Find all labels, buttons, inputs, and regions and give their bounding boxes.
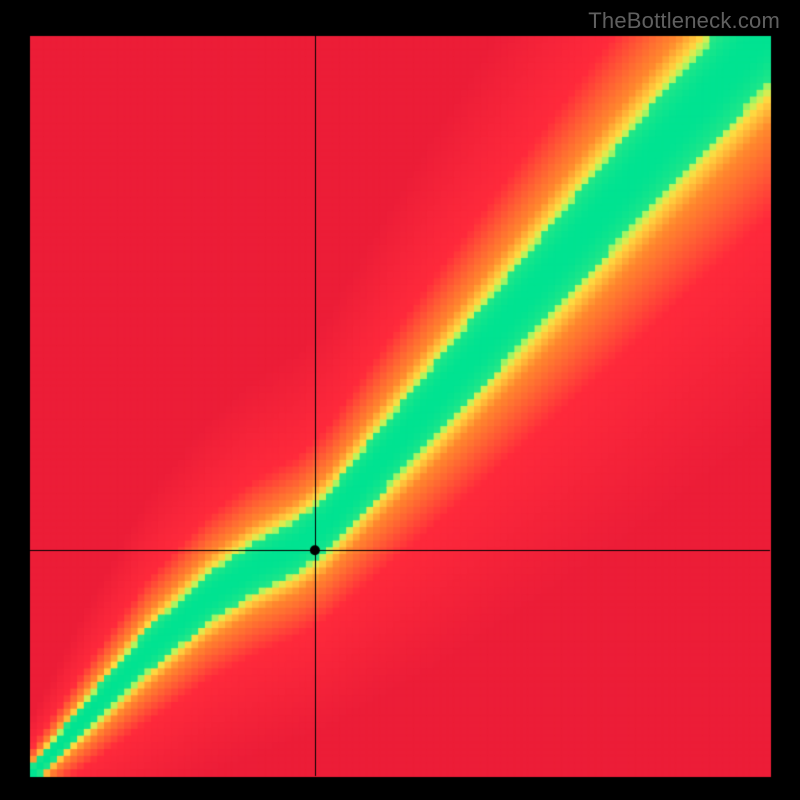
bottleneck-heatmap: [0, 0, 800, 800]
watermark-text: TheBottleneck.com: [588, 8, 780, 34]
